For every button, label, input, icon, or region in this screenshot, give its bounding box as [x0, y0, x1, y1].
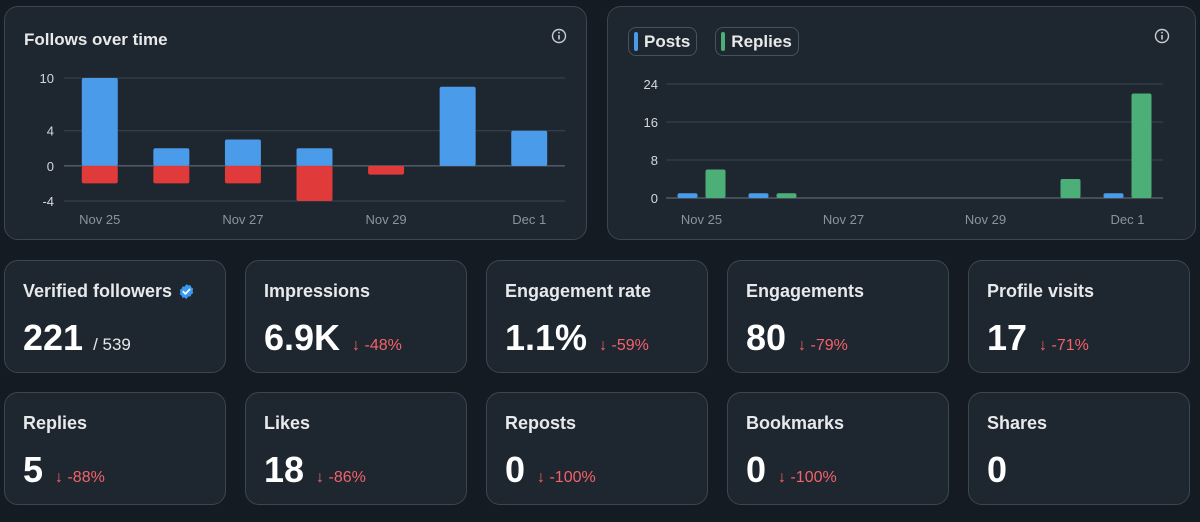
y-tick-label: -4 — [42, 194, 54, 209]
stat-card-bookmarks[interactable]: Bookmarks 0 ↓ -100% — [727, 392, 949, 505]
stat-row: 0 ↓ -100% — [505, 449, 596, 491]
x-tick-label: Nov 25 — [681, 212, 722, 227]
y-tick-label: 0 — [651, 191, 658, 206]
stat-card-likes[interactable]: Likes 18 ↓ -86% — [245, 392, 467, 505]
stat-title: Profile visits — [987, 281, 1095, 301]
stat-value: 1.1% — [505, 317, 588, 358]
stat-title: Replies — [23, 413, 88, 433]
stat-change: ↓ -88% — [55, 469, 105, 486]
unfollows-bar — [368, 165, 405, 175]
x-tick-label: Nov 29 — [965, 212, 1006, 227]
stat-row: 5 ↓ -88% — [23, 449, 105, 491]
stat-row: 0 — [987, 449, 1007, 491]
posts-swatch — [634, 32, 638, 51]
stat-row: 0 ↓ -100% — [746, 449, 837, 491]
stat-card-shares[interactable]: Shares 0 — [968, 392, 1190, 505]
legend-replies-toggle[interactable]: Replies — [715, 27, 799, 56]
y-tick-label: 10 — [40, 71, 54, 86]
stat-title: Impressions — [264, 281, 371, 301]
follows-bar — [224, 139, 261, 166]
stat-row: 80 ↓ -79% — [746, 317, 848, 359]
stat-change: ↓ -79% — [798, 337, 848, 354]
stat-change: ↓ -71% — [1039, 337, 1089, 354]
y-tick-label: 24 — [644, 77, 658, 92]
stat-change: ↓ -86% — [316, 469, 366, 486]
follows-bar — [153, 148, 190, 166]
stat-value: 80 — [746, 317, 787, 358]
y-tick-label: 16 — [644, 115, 658, 130]
stat-value: 6.9K — [264, 317, 341, 358]
stat-card-engagement-rate[interactable]: Engagement rate 1.1% ↓ -59% — [486, 260, 708, 373]
unfollows-bar — [81, 165, 118, 184]
stat-change: ↓ -48% — [352, 337, 402, 354]
replies-bar — [1131, 93, 1152, 198]
stat-value: 5 — [23, 449, 44, 490]
follows-bar — [439, 86, 476, 166]
replies-bar — [705, 169, 726, 198]
y-tick-label: 0 — [47, 159, 54, 174]
stat-title-text: Verified followers — [23, 281, 173, 301]
stat-change: ↓ -100% — [778, 469, 837, 486]
stat-value: 18 — [264, 449, 305, 490]
replies-bar — [1060, 179, 1081, 198]
stat-value: 0 — [746, 449, 767, 490]
x-tick-label: Nov 29 — [365, 212, 406, 227]
y-tick-label: 4 — [47, 124, 54, 139]
follows-bar — [296, 148, 333, 166]
x-tick-label: Nov 25 — [79, 212, 120, 227]
follows-bar — [511, 130, 548, 166]
stat-value: 0 — [505, 449, 526, 490]
stat-card-engagements[interactable]: Engagements 80 ↓ -79% — [727, 260, 949, 373]
stat-title: Engagement rate — [505, 281, 652, 301]
replies-swatch — [721, 32, 726, 51]
chart-legend: Posts Replies — [628, 27, 799, 56]
x-tick-label: Dec 1 — [512, 212, 546, 227]
legend-posts-toggle[interactable]: Posts — [628, 27, 698, 56]
stat-card-replies[interactable]: Replies 5 ↓ -88% — [4, 392, 226, 505]
verified-badge-icon — [179, 284, 194, 299]
follows-over-time-card: Follows over time 10 4 0 -4 Nov 25 Nov 27 Nov … — [4, 6, 587, 240]
posts-bar — [677, 193, 698, 198]
stat-row: 1.1% ↓ -59% — [505, 317, 649, 359]
follows-bar — [81, 78, 118, 166]
posts-replies-card: Posts Replies 24 16 8 0 Nov 25 Nov 27 Nov 29 De… — [607, 6, 1196, 240]
stat-value: 0 — [987, 449, 1008, 490]
legend-replies-label: Replies — [731, 31, 792, 51]
stat-title: Likes — [264, 413, 311, 433]
follows-chart: 10 4 0 -4 Nov 25 Nov 27 Nov 29 Dec 1 — [40, 71, 565, 227]
stat-card-profile-visits[interactable]: Profile visits 17 ↓ -71% — [968, 260, 1190, 373]
stat-change: ↓ -59% — [599, 337, 649, 354]
stat-card-verified-followers[interactable]: Verified followers 221 / 539 — [4, 260, 226, 373]
unfollows-bar — [153, 165, 190, 184]
stat-value: 17 — [987, 317, 1028, 358]
unfollows-bar — [224, 165, 261, 184]
stat-card-impressions[interactable]: Impressions 6.9K ↓ -48% — [245, 260, 467, 373]
unfollows-bar — [296, 165, 333, 201]
stat-row: 221 / 539 — [23, 317, 131, 359]
stat-title: Reposts — [505, 413, 577, 433]
x-tick-label: Nov 27 — [823, 212, 864, 227]
stat-title: Shares — [987, 413, 1048, 433]
stat-value: 221 — [23, 317, 84, 358]
y-tick-label: 8 — [651, 153, 658, 168]
posts-bar — [748, 193, 769, 198]
info-icon[interactable] — [1154, 28, 1170, 44]
stat-title: Engagements — [746, 281, 865, 301]
posts-replies-chart: 24 16 8 0 Nov 25 Nov 27 Nov 29 Dec 1 — [644, 77, 1163, 227]
stat-card-reposts[interactable]: Reposts 0 ↓ -100% — [486, 392, 708, 505]
stat-title: Bookmarks — [746, 413, 845, 433]
stat-title: Verified followers — [23, 281, 195, 302]
replies-bar — [776, 193, 797, 198]
posts-bar — [1103, 193, 1124, 198]
stat-row: 6.9K ↓ -48% — [264, 317, 402, 359]
x-tick-label: Nov 27 — [222, 212, 263, 227]
info-icon[interactable] — [551, 28, 567, 44]
stat-change: ↓ -100% — [537, 469, 596, 486]
legend-posts-label: Posts — [644, 31, 691, 51]
follows-chart-title: Follows over time — [24, 30, 168, 49]
stat-row: 18 ↓ -86% — [264, 449, 366, 491]
x-tick-label: Dec 1 — [1111, 212, 1145, 227]
stat-row: 17 ↓ -71% — [987, 317, 1089, 359]
stat-total: / 539 — [93, 335, 131, 354]
